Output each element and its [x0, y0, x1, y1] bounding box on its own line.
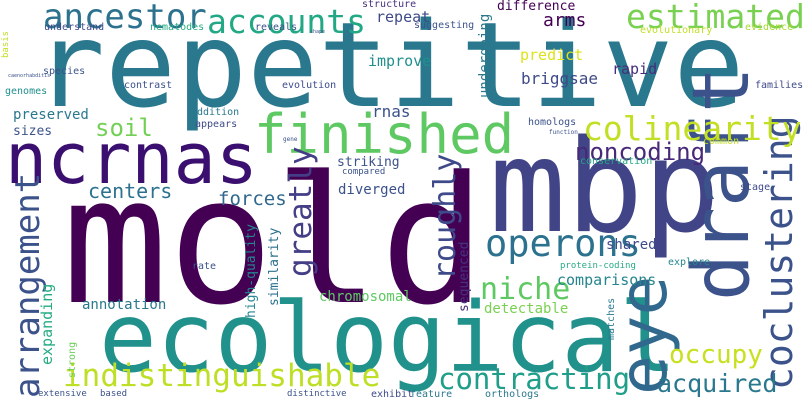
word-noncoding: noncoding — [575, 138, 706, 166]
word-function: function — [549, 129, 578, 136]
word-chromosomal: chromosomal — [319, 289, 412, 305]
word-rate: rate — [192, 261, 217, 272]
word-high-quality: high-quality — [244, 224, 259, 318]
word-briggsae: briggsae — [521, 69, 599, 88]
word-evolutionary: evolutionary — [640, 25, 713, 36]
word-evidence: evidence — [745, 22, 794, 33]
word-centers: centers — [88, 179, 173, 203]
word-compared: compared — [342, 167, 386, 177]
word-mbp: mbp — [489, 113, 721, 262]
word-explore: explore — [668, 257, 711, 268]
word-strong: strong — [67, 341, 78, 378]
word-stage: stage — [740, 182, 771, 193]
word-genomes: genomes — [5, 86, 48, 97]
word-indistinguishable: indistinguishable — [63, 358, 381, 394]
word-acquired: acquired — [657, 369, 778, 398]
word-orthologs: orthologs — [485, 389, 540, 400]
word-evolution: evolution — [282, 80, 337, 91]
word-striking: striking — [337, 155, 400, 170]
word-accounts: accounts — [207, 2, 366, 41]
word-feature: feature — [410, 389, 453, 400]
word-diverged: diverged — [338, 182, 406, 198]
word-extensive: extensive — [38, 389, 87, 399]
word-homologs: homologs — [528, 117, 577, 128]
word-based: based — [100, 389, 128, 399]
word-niche: niche — [480, 272, 571, 307]
word-repeat: repeat — [376, 8, 431, 26]
word-reveals: reveals — [255, 22, 298, 33]
word-colinearity: colinearity — [583, 109, 802, 148]
word-finished: finished — [254, 103, 515, 166]
word-improve: improve — [368, 52, 432, 70]
word-exhibit: exhibit — [371, 389, 414, 400]
word-annotation: annotation — [82, 297, 167, 313]
word-mold: mold — [62, 139, 486, 344]
word-occupy: occupy — [669, 340, 763, 370]
word-shape: shape — [310, 29, 326, 35]
word-protein-coding: protein-coding — [560, 261, 636, 271]
word-nematodes: nematodes — [150, 22, 205, 33]
word-appears: appears — [195, 119, 238, 130]
word-ncrnas: ncrnas — [5, 118, 258, 200]
word-common: common — [703, 136, 740, 147]
word-species: species — [43, 66, 86, 77]
word-difference: difference — [497, 0, 576, 14]
word-addition: addition — [191, 107, 240, 118]
word-structure: structure — [362, 0, 417, 10]
word-matches: matches — [606, 297, 617, 340]
word-caenorhabditis: caenorhabditis — [8, 73, 51, 79]
word-soil: soil — [95, 114, 153, 142]
word-sequenced: sequenced — [457, 241, 472, 312]
word-understand: understand — [44, 22, 105, 33]
word-greatly: greatly — [283, 146, 319, 277]
word-forces: forces — [218, 188, 287, 210]
word-suggesting: suggesting — [414, 20, 475, 31]
word-comparisons: comparisons — [557, 271, 657, 289]
word-gene: gene — [283, 136, 298, 143]
word-shared: shared — [606, 237, 657, 253]
word-repetitive: repetitive — [34, 0, 745, 134]
word-contracting: contracting — [438, 362, 631, 396]
word-contrast: contrast — [124, 80, 173, 91]
word-ancestor: ancestor — [43, 0, 207, 37]
word-estimated: estimated — [626, 0, 805, 36]
word-rnas: rnas — [372, 102, 411, 121]
word-families: families — [755, 80, 804, 91]
word-operons: operons — [485, 222, 641, 265]
word-undergoing: undergoing — [477, 13, 493, 98]
word-distinctive: distinctive — [287, 389, 347, 399]
word-ecological: ecological — [99, 282, 677, 394]
word-sizes: sizes — [13, 124, 53, 139]
word-basis: basis — [1, 30, 11, 58]
word-preserved: preserved — [13, 107, 89, 123]
word-expanding: expanding — [38, 283, 56, 365]
word-rapid: rapid — [612, 60, 658, 78]
word-arms: arms — [543, 10, 587, 31]
word-similarity: similarity — [267, 227, 282, 306]
word-coclustering: coclustering — [757, 115, 801, 390]
word-detectable: detectable — [484, 301, 569, 317]
word-conservation: conservation — [580, 156, 653, 167]
word-predict: predict — [520, 46, 584, 64]
